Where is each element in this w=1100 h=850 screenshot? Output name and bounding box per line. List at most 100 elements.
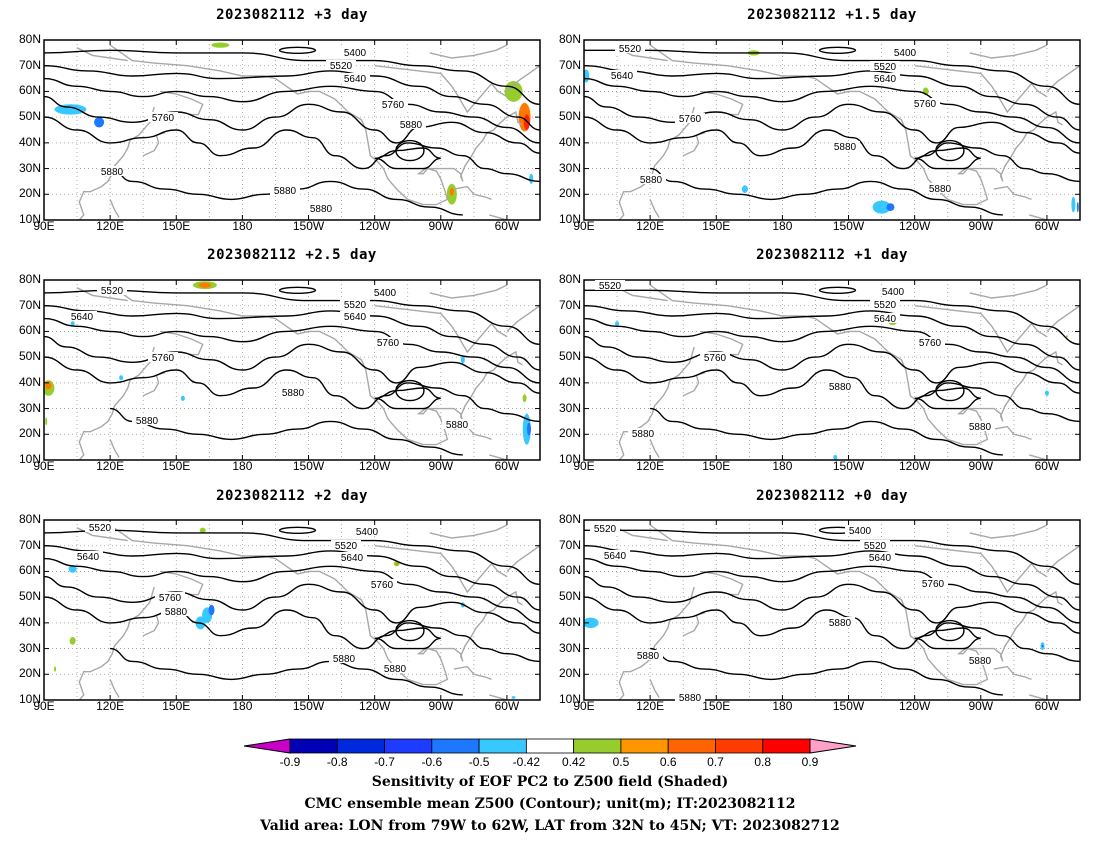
contour-label: 5640 [71, 312, 94, 323]
contour-line-7 [914, 147, 981, 170]
lat-tick-label: 40N [558, 614, 581, 629]
shaded-patch-10 [529, 173, 534, 185]
contour-ring [935, 619, 965, 642]
lat-tick-label: 80N [558, 512, 581, 526]
shaded-patch-8 [741, 185, 748, 194]
shaded-patch-11 [511, 696, 516, 699]
colorbar-tick-label: 0.42 [561, 755, 586, 769]
contour-ring [818, 46, 857, 54]
lat-tick-label: 20N [558, 666, 581, 681]
contour-label: 5640 [874, 314, 897, 325]
contour-line-5 [584, 356, 1080, 423]
lat-tick-label: 60N [18, 323, 41, 338]
contour-line-5 [584, 116, 1080, 183]
lon-tick-label: 120E [636, 459, 665, 473]
lat-tick-label: 60N [558, 563, 581, 578]
lat-tick-label: 40N [558, 374, 581, 389]
shaded-patch-4 [872, 200, 891, 214]
colorbar-segment [620, 738, 669, 754]
lon-tick-label: 180 [772, 699, 793, 713]
lat-tick-label: 50N [18, 589, 41, 604]
lon-tick-label: 90E [573, 699, 595, 713]
lat-tick-label: 40N [558, 134, 581, 149]
contour-label: 5880 [384, 664, 407, 675]
contour-label: 5640 [604, 551, 627, 562]
contour-label: 5400 [849, 526, 872, 537]
lon-tick-label: 180 [232, 219, 253, 233]
lon-tick-label: 120E [96, 699, 125, 713]
contour-label: 5520 [101, 286, 124, 297]
footer-line-2: CMC ensemble mean Z500 (Contour); unit(m… [304, 796, 796, 812]
contour-label: 5760 [152, 113, 175, 124]
colorbar-segment [478, 738, 527, 754]
contour-line-1 [584, 49, 1080, 105]
contour-line-4 [44, 95, 540, 154]
contour-ring [818, 286, 857, 294]
lon-tick-label: 120W [898, 219, 931, 233]
contour-label: 5400 [356, 527, 379, 538]
panel-frame [583, 279, 1081, 461]
contour-line-3 [44, 77, 540, 144]
contour-line-3 [584, 557, 1080, 624]
colorbar-tick-label: 0.7 [707, 755, 724, 769]
lat-tick-label: 30N [558, 640, 581, 655]
shaded-patch-7 [198, 282, 211, 288]
panel-frame [583, 39, 1081, 221]
contour-line-6 [650, 407, 1003, 456]
colorbar-tick-label: -0.9 [279, 755, 301, 769]
contour-label: 5640 [344, 74, 367, 85]
contour-label: 5880 [333, 654, 356, 665]
lat-tick-label: 50N [558, 349, 581, 364]
contour-label: 5880 [829, 618, 852, 629]
contour-label: 5640 [344, 312, 367, 323]
panel-frame [583, 519, 1081, 701]
shaded-patch-9 [523, 114, 530, 131]
contour-label: 5640 [341, 553, 364, 564]
lon-tick-label: 150W [292, 459, 325, 473]
lon-tick-label: 60W [494, 459, 520, 473]
lon-tick-label: 60W [1034, 219, 1060, 233]
lon-tick-label: 180 [232, 459, 253, 473]
colorbar-tick-label: -0.5 [468, 755, 490, 769]
shaded-patch-9 [522, 413, 531, 445]
lon-tick-label: 150E [702, 699, 731, 713]
lon-tick-label: 150W [832, 699, 865, 713]
lat-tick-label: 80N [18, 32, 41, 46]
lat-tick-label: 70N [18, 297, 41, 312]
shaded-patch-12 [45, 417, 48, 426]
contour-ring [278, 46, 317, 54]
shaded-patch-1 [584, 617, 599, 629]
lat-tick-label: 60N [18, 563, 41, 578]
contour-label: 5880 [929, 184, 952, 195]
shaded-patch-5 [886, 203, 895, 212]
lon-tick-label: 90E [33, 459, 55, 473]
lon-tick-label: 90W [428, 459, 454, 473]
lat-tick-label: 40N [18, 134, 41, 149]
panel-frame [43, 39, 541, 221]
lon-tick-label: 150W [832, 459, 865, 473]
contour-label: 5760 [704, 353, 727, 364]
contour-label: 5760 [914, 99, 937, 110]
shaded-patch-9 [69, 636, 76, 645]
lat-tick-label: 50N [558, 109, 581, 124]
contour-line-4 [584, 335, 1080, 394]
lon-tick-label: 90W [428, 699, 454, 713]
contour-line-1 [44, 289, 540, 345]
contour-line-2 [44, 65, 540, 131]
lat-tick-label: 20N [18, 186, 41, 201]
contour-ring [278, 526, 317, 534]
contour-line-5 [44, 116, 540, 183]
lat-tick-label: 10N [18, 212, 41, 226]
lon-tick-label: 180 [772, 219, 793, 233]
shaded-patch-7 [395, 562, 398, 566]
map-panel-5 [43, 519, 541, 701]
shaded-patch-3 [1041, 644, 1044, 648]
contour-label: 5640 [874, 74, 897, 85]
lat-tick-label: 20N [558, 186, 581, 201]
contour-label: 5400 [374, 288, 397, 299]
colorbar-segment [336, 738, 385, 754]
lat-tick-label: 30N [18, 400, 41, 415]
contour-line-3 [44, 317, 540, 384]
contour-ring [395, 139, 425, 162]
contour-label: 5520 [874, 300, 897, 311]
